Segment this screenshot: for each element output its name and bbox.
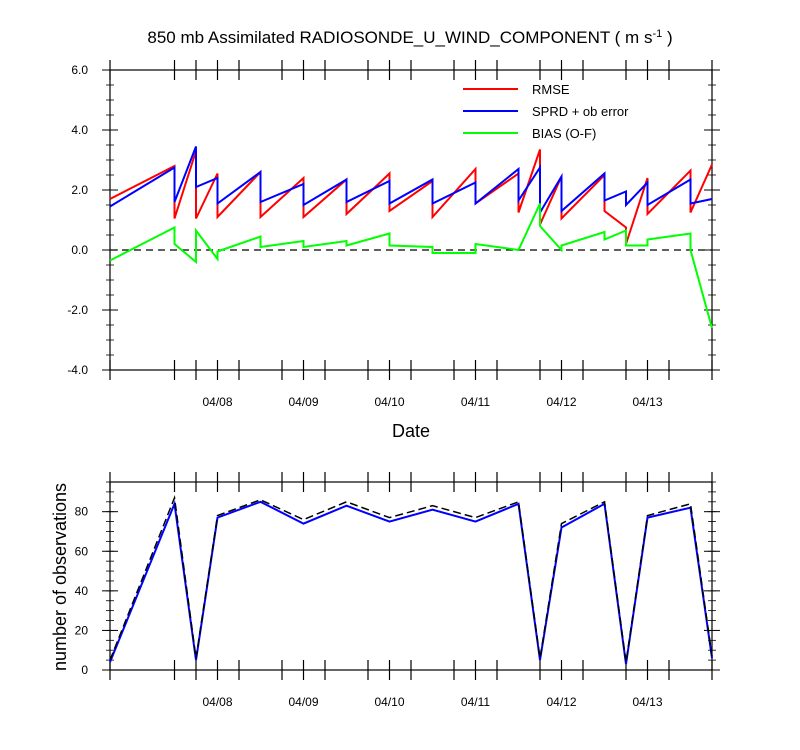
bottom-series-possible [109,494,713,663]
top-xtick-label: 04/12 [546,395,576,409]
y-axis-title-observations: number of observations [50,483,70,671]
bottom-ytick-label: 80 [75,505,89,519]
bottom-ytick-label: 60 [75,544,89,558]
top-xtick-label: 04/11 [461,395,490,409]
bottom-xtick-label: 04/09 [288,695,318,709]
legend-label: BIAS (O-F) [532,126,596,141]
bottom-chart-panel: 0 20 40 60 80 04/08 04/09 04/10 04/11 04/12 04/13 [75,472,720,709]
bottom-xtick-label: 04/11 [461,695,490,709]
top-ytick-label: 4.0 [71,123,88,137]
bottom-plot-frame [109,481,713,671]
bottom-xtick-label: 04/08 [202,695,232,709]
top-chart-panel: -4.0 -2.0 0.0 2.0 4.0 6.0 04/08 04/09 04/10 04/11… [67,60,720,409]
bottom-xtick-label: 04/10 [374,695,404,709]
bottom-xtick-label: 04/12 [546,695,576,709]
top-xtick-label: 04/09 [288,395,318,409]
bottom-ytick-label: 20 [75,623,89,637]
top-xtick-label: 04/10 [374,395,404,409]
top-ytick-label: 6.0 [71,63,88,77]
bottom-xtick-label: 04/13 [632,695,662,709]
top-ytick-label: 2.0 [71,183,88,197]
legend: RMSE SPRD + ob error BIAS (O-F) [463,82,629,141]
bottom-ytick-label: 40 [75,584,89,598]
top-xtick-label: 04/13 [632,395,662,409]
chart-title: 850 mb Assimilated RADIOSONDE_U_WIND_COM… [147,28,672,47]
top-series-sprd-ob-error [109,146,713,217]
bottom-series-assimilated [109,499,713,665]
top-ytick-label: -4.0 [67,363,88,377]
bottom-ytick-label: 0 [81,663,88,677]
x-axis-title: Date [392,421,430,441]
legend-label: SPRD + ob error [532,104,629,119]
top-xtick-label: 04/08 [202,395,232,409]
top-series-bias-o-f [109,203,713,329]
top-ytick-label: -2.0 [67,303,88,317]
top-ytick-label: 0.0 [71,243,88,257]
top-series-rmse [109,149,713,245]
legend-label: RMSE [532,82,570,97]
